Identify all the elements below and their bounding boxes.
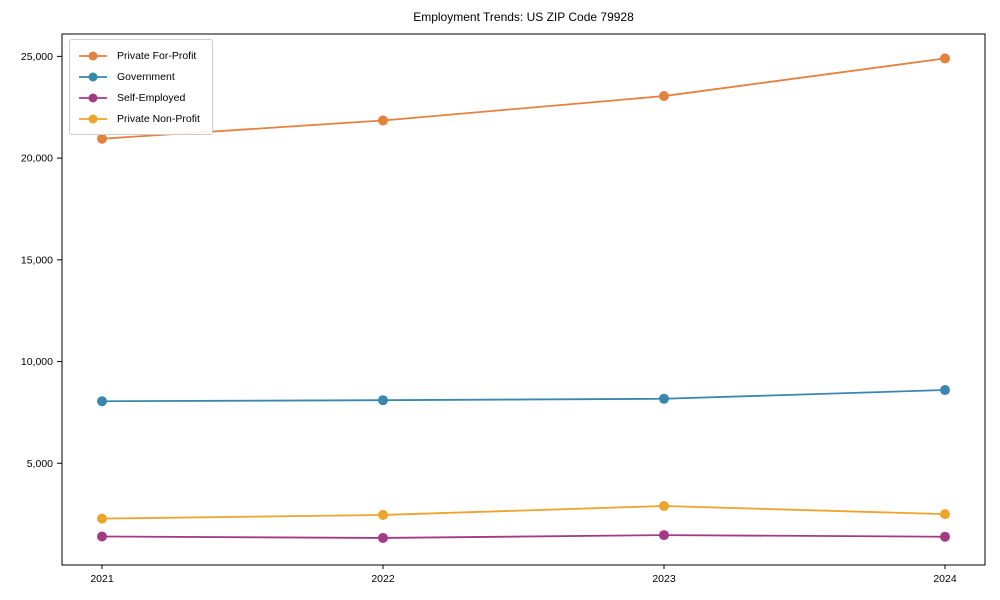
data-point-private-for-profit	[97, 133, 107, 144]
data-point-private-non-profit	[940, 509, 950, 520]
data-point-self-employed	[940, 531, 950, 542]
data-point-private-for-profit	[378, 115, 388, 126]
data-point-government	[659, 393, 669, 404]
data-point-private-non-profit	[97, 513, 107, 524]
legend-item-private-non-profit: Private Non-Profit	[78, 108, 200, 129]
series-line-government	[101, 389, 946, 403]
data-point-government	[97, 396, 107, 407]
x-tick-label: 2024	[933, 573, 957, 585]
y-tick-label: 10,000	[21, 356, 53, 368]
legend-label: Private Non-Profit	[117, 112, 200, 125]
x-tick-label: 2023	[652, 573, 676, 585]
legend-marker-icon	[88, 72, 98, 81]
y-tick-label: 25,000	[21, 51, 53, 63]
x-tick-label: 2021	[90, 573, 114, 585]
y-tick-label: 15,000	[21, 254, 53, 266]
data-point-government	[940, 385, 950, 396]
legend-item-private-for-profit: Private For-Profit	[78, 45, 200, 66]
legend-swatch-self-employed	[79, 93, 107, 102]
legend-label: Government	[117, 70, 175, 83]
legend-label: Private For-Profit	[117, 49, 197, 62]
data-point-self-employed	[97, 531, 107, 542]
data-point-private-non-profit	[659, 501, 669, 511]
y-tick-label: 5,000	[27, 458, 53, 470]
legend-marker-icon	[88, 93, 98, 102]
legend-swatch-government	[79, 72, 107, 81]
data-point-private-for-profit	[940, 53, 950, 64]
series-line-private-for-profit	[101, 57, 946, 140]
legend-item-self-employed: Self-Employed	[78, 87, 200, 108]
legend-label: Self-Employed	[117, 91, 186, 104]
plot-border	[61, 33, 986, 566]
data-point-self-employed	[378, 532, 388, 543]
y-tick-label: 20,000	[21, 153, 53, 165]
legend-swatch-private-non-profit	[79, 114, 107, 123]
legend: Private For-Profit Government Self-Employe…	[69, 39, 213, 135]
series-line-private-non-profit	[101, 505, 946, 520]
data-point-self-employed	[659, 530, 669, 541]
data-point-government	[378, 395, 388, 406]
data-point-private-non-profit	[378, 509, 388, 520]
legend-marker-icon	[88, 51, 98, 60]
legend-item-government: Government	[78, 66, 200, 87]
x-tick-label: 2022	[371, 573, 395, 585]
data-point-private-for-profit	[659, 91, 669, 102]
series-line-self-employed	[101, 534, 946, 539]
chart-title: Employment Trends: US ZIP Code 79928	[413, 10, 634, 24]
legend-marker-icon	[88, 114, 98, 123]
legend-swatch-private-for-profit	[79, 51, 107, 60]
